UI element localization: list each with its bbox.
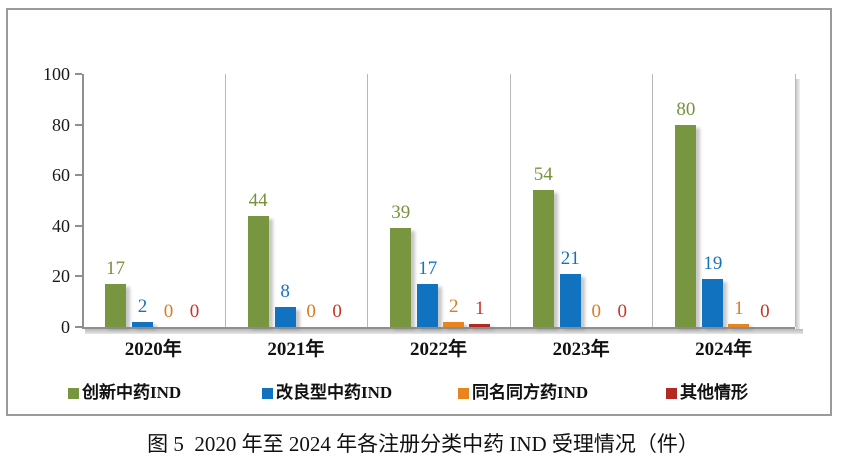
x-axis-line	[82, 327, 795, 329]
legend-swatch-icon	[68, 387, 79, 399]
y-axis-tick-label: 40	[52, 215, 70, 236]
y-axis-tick	[75, 174, 82, 177]
plot-right-shadow	[796, 79, 800, 332]
bar-改良型中药IND-2021年	[274, 307, 296, 327]
bar-value-label: 54	[533, 164, 553, 185]
legend-label: 其他情形	[680, 383, 748, 402]
bar-value-label: 80	[676, 99, 696, 120]
x-axis-label: 2024年	[695, 339, 753, 360]
legend-item-改良型中药IND: 改良型中药IND	[262, 383, 392, 403]
bar-value-label: 44	[248, 190, 268, 211]
legend-label: 改良型中药IND	[276, 383, 393, 402]
bar-value-label: 1	[734, 298, 744, 319]
y-axis-tick	[75, 224, 82, 227]
y-axis-tick	[75, 123, 82, 126]
x-axis-label: 2020年	[124, 339, 182, 360]
bar-value-label: 39	[391, 202, 411, 223]
y-axis-tick-label: 100	[43, 64, 70, 84]
bar-value-label: 17	[418, 258, 438, 279]
y-axis-tick-label: 0	[61, 317, 70, 337]
bar-value-label: 8	[280, 281, 290, 302]
bar-改良型中药IND-2020年	[132, 322, 153, 327]
figure-caption: 图 5 2020 年至 2024 年各注册分类中药 IND 受理情况（件）	[147, 432, 699, 456]
y-axis-tick	[75, 326, 82, 328]
legend-item-创新中药IND: 创新中药IND	[68, 383, 181, 403]
x-axis-label: 2022年	[409, 339, 467, 360]
bar-value-label: 0	[306, 301, 316, 322]
bar-改良型中药IND-2022年	[417, 284, 439, 327]
bar-同名同方药IND-2024年	[728, 324, 750, 327]
x-axis-label: 2023年	[552, 339, 610, 360]
group-separator-gridline	[795, 74, 796, 327]
bar-创新中药IND-2023年	[532, 190, 554, 327]
group-separator-gridline	[509, 74, 511, 327]
bar-value-label: 0	[591, 301, 602, 322]
bar-改良型中药IND-2023年	[559, 274, 581, 327]
bar-value-label: 0	[332, 301, 342, 322]
legend-swatch-icon	[458, 387, 469, 399]
y-axis-tick-label: 60	[52, 165, 70, 186]
legend-label: 同名同方药IND	[472, 383, 589, 402]
legend-swatch-icon	[666, 387, 677, 399]
x-axis-label: 2021年	[267, 339, 325, 360]
bar-value-label: 19	[703, 253, 723, 274]
bar-创新中药IND-2024年	[675, 125, 697, 327]
legend-swatch-icon	[262, 387, 273, 399]
y-axis-tick	[75, 73, 82, 75]
bar-value-label: 0	[760, 301, 770, 322]
y-axis-tick	[75, 275, 82, 278]
plot-floor-shadow	[85, 329, 803, 334]
bar-value-label: 21	[560, 248, 580, 269]
group-separator-gridline	[224, 74, 226, 327]
bar-创新中药IND-2022年	[390, 228, 412, 327]
bar-value-label: 0	[617, 301, 628, 322]
legend-item-同名同方药IND: 同名同方药IND	[458, 383, 588, 403]
bar-value-label: 0	[163, 301, 174, 322]
bar-创新中药IND-2020年	[105, 284, 126, 327]
bar-value-label: 0	[189, 301, 200, 322]
bar-其他情形-2022年	[469, 324, 491, 327]
legend-label: 创新中药IND	[82, 383, 182, 402]
legend-item-其他情形: 其他情形	[666, 383, 748, 403]
bar-value-label: 1	[474, 298, 485, 319]
group-separator-gridline	[367, 74, 369, 327]
bar-value-label: 17	[106, 258, 125, 279]
bar-同名同方药IND-2022年	[443, 322, 465, 327]
y-axis-tick-label: 20	[52, 266, 70, 287]
bar-value-label: 2	[448, 296, 459, 317]
bar-创新中药IND-2021年	[247, 216, 269, 327]
bar-value-label: 2	[137, 296, 148, 317]
group-separator-gridline	[652, 74, 654, 327]
bar-改良型中药IND-2024年	[702, 279, 724, 327]
y-axis-line	[82, 74, 84, 329]
y-axis-tick-label: 80	[52, 114, 70, 135]
